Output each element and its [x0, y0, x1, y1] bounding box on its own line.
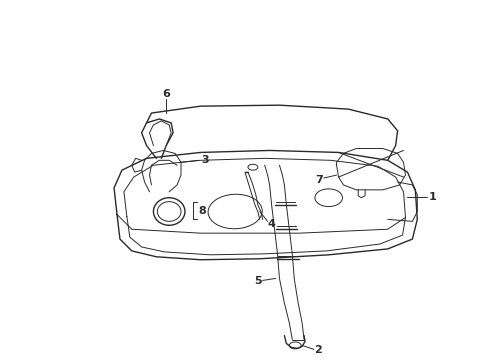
Text: 6: 6: [162, 89, 170, 99]
Text: 5: 5: [254, 276, 262, 287]
Text: 4: 4: [268, 219, 275, 229]
Text: 7: 7: [315, 175, 323, 185]
Text: 8: 8: [199, 206, 207, 216]
Text: 2: 2: [314, 345, 322, 355]
Text: 1: 1: [429, 192, 437, 202]
Text: 3: 3: [201, 155, 208, 165]
